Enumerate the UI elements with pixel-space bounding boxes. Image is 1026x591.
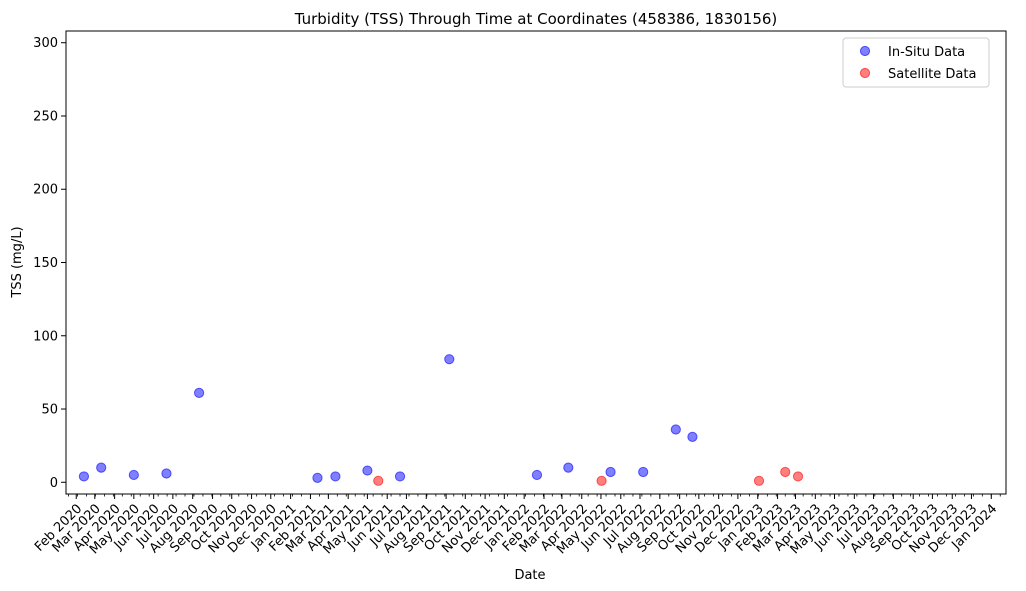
y-tick-label: 250 [33, 109, 58, 124]
in-situ-point [96, 462, 107, 473]
in-situ-point [687, 431, 698, 442]
legend-label-satellite: Satellite Data [888, 67, 976, 82]
in-situ-point [605, 466, 616, 478]
legend-marker-satellite [859, 67, 871, 79]
legend-label-in-situ: In-Situ Data [888, 45, 965, 60]
y-tick-label: 0 [50, 476, 58, 491]
satellite-point [780, 466, 791, 478]
in-situ-point [193, 387, 205, 399]
in-situ-point [362, 465, 373, 476]
satellite-point [792, 471, 804, 482]
legend-box [842, 37, 990, 88]
y-tick-label: 150 [33, 256, 58, 271]
legend: In-Situ Data Satellite Data [842, 37, 990, 88]
satellite-point [596, 475, 607, 486]
satellite-point [373, 475, 384, 486]
data-points [78, 354, 804, 486]
in-situ-point [78, 471, 90, 482]
in-situ-point [563, 462, 574, 473]
y-tick-label: 200 [33, 183, 58, 198]
chart-title: Turbidity (TSS) Through Time at Coordina… [294, 10, 778, 28]
in-situ-point [638, 466, 649, 478]
x-axis-label: Date [514, 568, 545, 583]
in-situ-point [330, 471, 341, 482]
in-situ-point [161, 468, 172, 479]
in-situ-point [394, 471, 406, 482]
satellite-point [753, 475, 765, 486]
in-situ-point [128, 469, 139, 481]
in-situ-point [531, 469, 543, 481]
y-tick-label: 50 [41, 403, 58, 418]
y-axis: 0 50 100 150 200 250 300 [33, 36, 66, 491]
in-situ-point [312, 472, 323, 483]
plot-frame [65, 30, 1007, 495]
y-tick-label: 300 [33, 36, 58, 51]
in-situ-point [670, 424, 681, 435]
in-situ-point [444, 354, 455, 365]
y-tick-label: 100 [33, 329, 58, 344]
y-axis-label: TSS (mg/L) [10, 226, 25, 298]
legend-marker-in-situ [859, 45, 871, 57]
